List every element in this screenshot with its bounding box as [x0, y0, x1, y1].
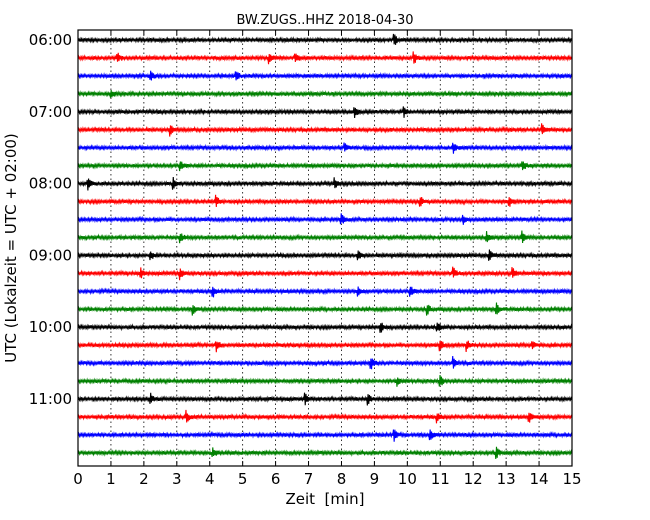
- y-axis-label: UTC (Lokalzeit = UTC + 02:00): [2, 133, 20, 363]
- traces: [77, 33, 573, 460]
- x-tick-label: 4: [205, 470, 215, 488]
- x-tick-label: 6: [271, 470, 281, 488]
- y-tick-label: 08:00: [29, 175, 72, 193]
- x-tick-label: 0: [73, 470, 83, 488]
- trace-10:15: [77, 340, 573, 353]
- trace-08:15: [77, 194, 573, 207]
- plot-frame: [77, 29, 573, 467]
- trace-06:15: [77, 51, 573, 65]
- trace-11:15: [77, 409, 573, 424]
- trace-09:45: [77, 302, 573, 316]
- trace-10:30: [77, 355, 573, 370]
- x-axis-label: Zeit [min]: [285, 490, 364, 508]
- x-tick-label: 3: [172, 470, 182, 488]
- trace-06:45: [77, 89, 573, 98]
- y-tick-label: 11:00: [29, 390, 72, 408]
- grid-lines: [110, 30, 540, 466]
- trace-08:00: [77, 176, 573, 191]
- trace-07:00: [77, 106, 573, 118]
- y-tick-label: 07:00: [29, 103, 72, 121]
- x-tick-label: 1: [106, 470, 116, 488]
- trace-10:00: [77, 322, 573, 333]
- x-tick-label: 14: [530, 470, 549, 488]
- x-tick-label: 15: [562, 470, 581, 488]
- y-tick-label: 10:00: [29, 318, 72, 336]
- x-tick-label: 13: [497, 470, 516, 488]
- x-tick-label: 2: [139, 470, 149, 488]
- trace-07:45: [77, 161, 573, 172]
- trace-09:15: [77, 266, 573, 281]
- trace-09:00: [77, 249, 573, 261]
- x-tick-label: 12: [464, 470, 483, 488]
- x-tick-label: 5: [238, 470, 248, 488]
- trace-10:45: [77, 374, 573, 387]
- trace-09:30: [77, 286, 573, 298]
- trace-06:30: [77, 70, 573, 81]
- x-tick-label: 8: [337, 470, 347, 488]
- trace-07:15: [77, 123, 573, 137]
- x-tick-label: 9: [370, 470, 380, 488]
- x-tick-label: 11: [431, 470, 450, 488]
- y-tick-label: 09:00: [29, 246, 72, 264]
- trace-07:30: [77, 142, 573, 154]
- x-tick-label: 7: [304, 470, 314, 488]
- chart-title: BW.ZUGS..HHZ 2018-04-30: [236, 13, 413, 28]
- y-tick-label: 06:00: [29, 31, 72, 49]
- x-tick-label: 10: [398, 470, 417, 488]
- trace-11:30: [77, 429, 573, 442]
- trace-08:30: [77, 213, 573, 225]
- y-axis-ticks: 06:00 07:00 08:00 09:00 10:00 11:00: [29, 31, 572, 408]
- x-axis-ticks: 0 1 2 3 4 5 6 7 8 9 10 11 12 13 14 15: [73, 30, 582, 488]
- trace-06:00: [77, 33, 573, 45]
- trace-11:00: [77, 392, 573, 406]
- trace-08:45: [77, 230, 573, 244]
- trace-11:45: [77, 446, 573, 460]
